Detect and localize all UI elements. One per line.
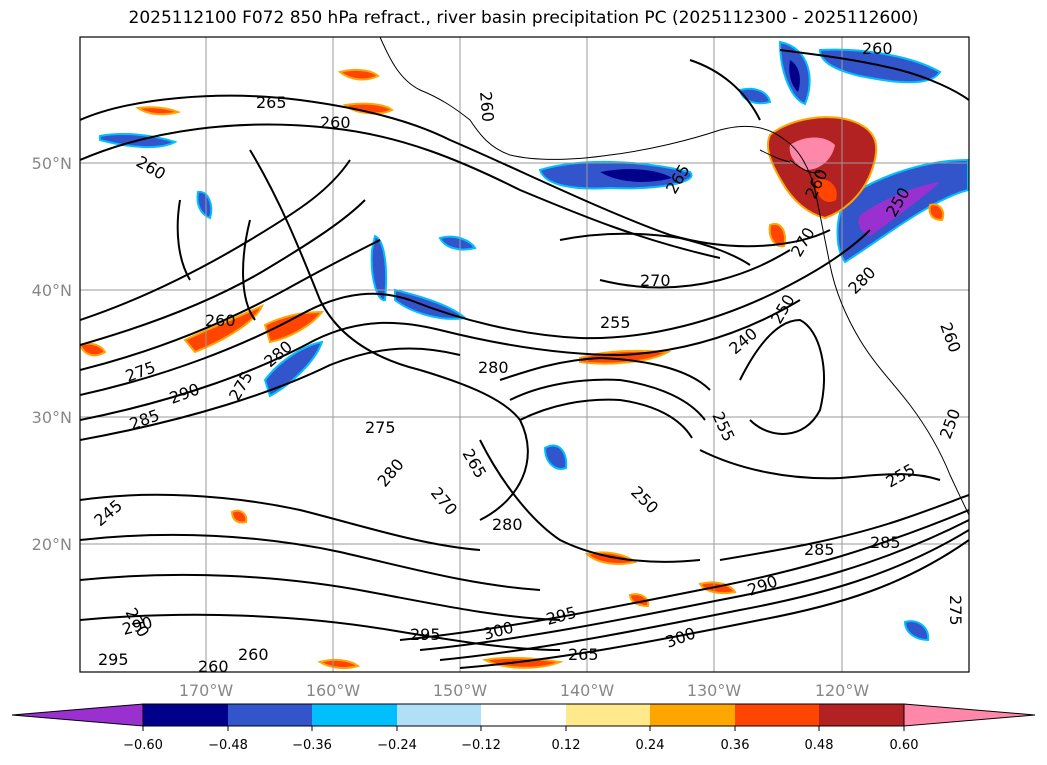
contour-label: 280 bbox=[478, 358, 509, 377]
colorbar-segment bbox=[566, 704, 650, 726]
contour-label: 260 bbox=[862, 39, 893, 58]
colorbar-segment bbox=[481, 704, 566, 726]
contour-label: 260 bbox=[238, 645, 269, 664]
precip-blob-negative bbox=[263, 340, 324, 398]
precip-blob-negative bbox=[789, 60, 800, 92]
colorbar-tick-label: −0.48 bbox=[208, 738, 248, 753]
contour-label: 295 bbox=[98, 650, 129, 669]
colorbar-tick-label: 0.36 bbox=[721, 738, 750, 753]
colorbar-tick-label: −0.36 bbox=[292, 738, 332, 753]
colorbar-segment bbox=[735, 704, 819, 726]
lon-label: 150°W bbox=[433, 681, 488, 700]
lon-label: 140°W bbox=[560, 681, 615, 700]
contour-label: 275 bbox=[365, 418, 396, 437]
colorbar-frame bbox=[142, 703, 905, 727]
colorbar-segment bbox=[143, 704, 228, 726]
contour-label: 260 bbox=[205, 311, 236, 330]
lon-label: 170°W bbox=[179, 681, 234, 700]
precip-blob-negative bbox=[543, 444, 568, 470]
lat-label: 50°N bbox=[32, 154, 72, 173]
precip-blob-positive bbox=[628, 593, 650, 608]
colorbar-extend-low bbox=[11, 703, 144, 727]
lon-label: 160°W bbox=[306, 681, 361, 700]
precip-blob-negative bbox=[438, 235, 477, 251]
precip-blob-positive bbox=[768, 222, 786, 248]
colorbar-segment bbox=[819, 704, 904, 726]
colorbar-extend-high bbox=[903, 703, 1036, 727]
contour-label: 265 bbox=[256, 93, 287, 112]
colorbar: −0.60 −0.48 −0.36 −0.24 −0.12 0.12 0.24 … bbox=[11, 703, 1036, 753]
colorbar-segment bbox=[312, 704, 397, 726]
precip-blob-positive bbox=[183, 304, 264, 354]
precip-blob-negative bbox=[903, 620, 930, 642]
colorbar-tick-label: 0.24 bbox=[636, 738, 665, 753]
colorbar-segment bbox=[228, 704, 312, 726]
colorbar-tick-label: −0.12 bbox=[461, 738, 501, 753]
lat-label: 30°N bbox=[32, 408, 72, 427]
precip-blob-positive bbox=[135, 106, 182, 116]
colorbar-ticks bbox=[142, 726, 905, 731]
precip-blob-positive bbox=[342, 102, 394, 115]
precip-blob-positive bbox=[789, 137, 835, 170]
latitude-labels: 50°N 40°N 30°N 20°N bbox=[32, 154, 72, 554]
precip-blob-positive bbox=[928, 203, 945, 222]
lat-label: 20°N bbox=[32, 535, 72, 554]
refractivity-contours bbox=[80, 49, 969, 669]
precip-blob-positive bbox=[80, 342, 107, 357]
colorbar-tick-label: 0.12 bbox=[552, 738, 581, 753]
precip-blob-positive bbox=[815, 179, 837, 202]
precip-blob-negative bbox=[858, 182, 940, 236]
contour-label: 285 bbox=[870, 533, 901, 552]
colorbar-segment bbox=[397, 704, 481, 726]
precip-blob-negative bbox=[600, 169, 672, 182]
colorbar-tick-label: −0.60 bbox=[123, 738, 163, 753]
map-frame bbox=[79, 36, 970, 673]
contour-label: 270 bbox=[640, 271, 671, 290]
precip-blob-positive bbox=[481, 656, 564, 669]
contour-label: 275 bbox=[946, 595, 965, 626]
contour-label: 255 bbox=[600, 313, 631, 332]
lon-label: 130°W bbox=[687, 681, 742, 700]
coastline bbox=[379, 37, 969, 516]
contour-label: 280 bbox=[492, 515, 523, 534]
contour-label: 295 bbox=[410, 625, 441, 644]
colorbar-segment bbox=[650, 704, 735, 726]
colorbar-tick-label: 0.60 bbox=[890, 738, 919, 753]
precip-blob-negative bbox=[370, 234, 388, 301]
map-title: 2025112100 F072 850 hPa refract., river … bbox=[128, 8, 919, 28]
longitude-labels: 170°W 160°W 150°W 140°W 130°W 120°W bbox=[179, 681, 870, 700]
precip-blob-positive bbox=[263, 310, 325, 344]
contour-label: 260 bbox=[320, 113, 351, 132]
lon-label: 120°W bbox=[815, 681, 870, 700]
contour-label: 285 bbox=[804, 540, 835, 559]
precip-blob-positive bbox=[337, 68, 380, 81]
colorbar-tick-label: 0.48 bbox=[805, 738, 834, 753]
lat-label: 40°N bbox=[32, 281, 72, 300]
colorbar-tick-label: −0.24 bbox=[377, 738, 417, 753]
contour-label: 260 bbox=[476, 91, 498, 123]
precip-blob-positive bbox=[230, 509, 248, 524]
contour-label: 265 bbox=[568, 645, 599, 664]
contour-label: 260 bbox=[198, 657, 229, 676]
